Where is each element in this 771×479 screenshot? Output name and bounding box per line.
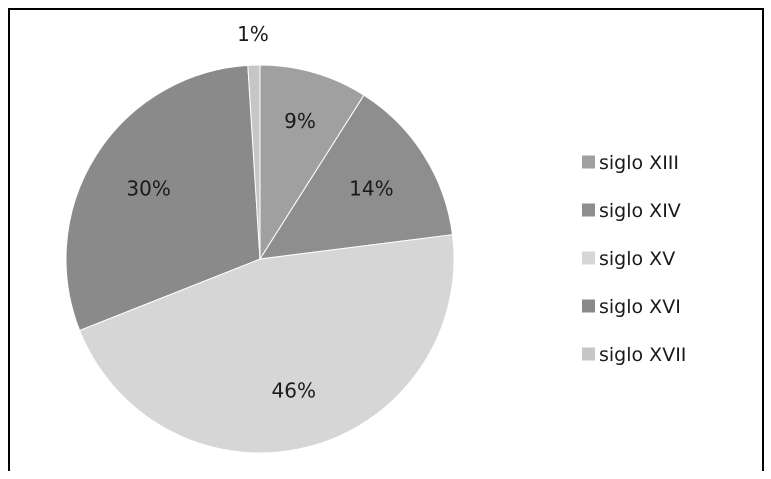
legend-label: siglo XIV xyxy=(599,200,681,222)
slice-value-label: 46% xyxy=(272,379,316,403)
legend-label: siglo XV xyxy=(599,248,675,270)
slice-value-label: 30% xyxy=(126,176,170,200)
legend-label: siglo XIII xyxy=(599,152,679,174)
slice-value-label: 9% xyxy=(284,109,316,133)
legend-swatch xyxy=(582,203,595,217)
slice-value-label: 1% xyxy=(237,22,269,46)
legend-swatch xyxy=(582,155,595,169)
legend-swatch xyxy=(582,251,595,265)
legend-swatch xyxy=(582,347,595,361)
legend-label: siglo XVII xyxy=(599,344,686,366)
pie-slice xyxy=(259,64,365,261)
pie-slice xyxy=(65,64,261,332)
legend-swatch xyxy=(582,299,595,313)
slice-value-label: 14% xyxy=(349,176,393,200)
legend-label: siglo XVI xyxy=(599,296,681,318)
pie-slice xyxy=(247,64,261,260)
pie-slice xyxy=(78,234,455,454)
pie-slice xyxy=(259,94,454,260)
